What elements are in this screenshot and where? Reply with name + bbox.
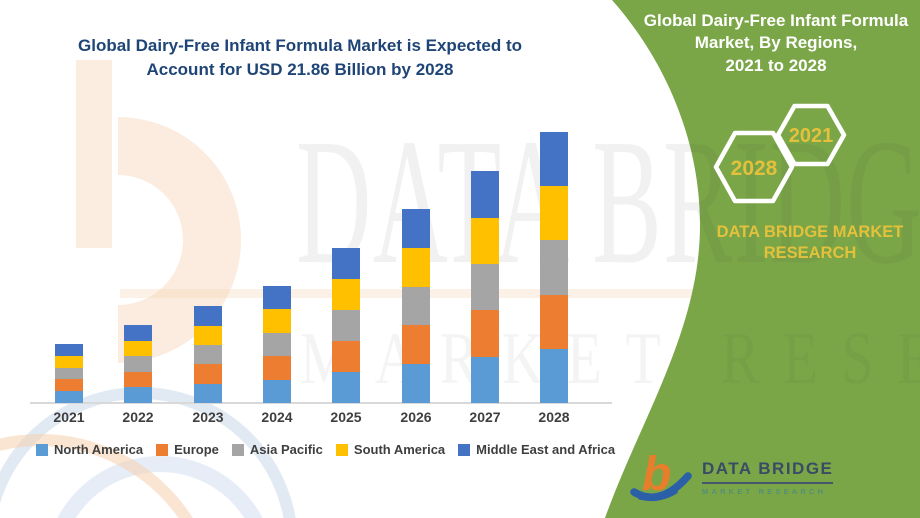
chart-title-line2: Account for USD 21.86 Billion by 2028: [146, 60, 454, 80]
bar-segment-2027-middle-east-and-africa: [471, 171, 499, 218]
chart-title: Global Dairy-Free Infant Formula Market …: [30, 34, 570, 82]
x-axis-line: [30, 402, 612, 404]
bar-segment-2021-asia-pacific: [55, 367, 83, 380]
legend-item-north-america: North America: [36, 442, 143, 457]
brand-name-text: DATA BRIDGE MARKET RESEARCH: [700, 222, 920, 265]
bar-segment-2024-south-america: [263, 309, 291, 333]
logo-swoosh: [630, 472, 692, 502]
bar-segment-2025-europe: [332, 341, 360, 372]
footer-logo-text: DATA BRIDGE MARKET RESEARCH: [702, 459, 834, 496]
bar-segment-2023-europe: [194, 364, 222, 384]
right-panel-title: Global Dairy-Free Infant Formula Market,…: [640, 10, 912, 77]
bar-segment-2022-north-america: [124, 387, 152, 403]
x-axis-label-2022: 2022: [122, 409, 154, 425]
legend-label: Europe: [174, 442, 219, 457]
bar-segment-2021-north-america: [55, 391, 83, 403]
bar-segment-2028-europe: [540, 294, 568, 349]
x-axis-label-2027: 2027: [469, 409, 501, 425]
bar-segment-2026-middle-east-and-africa: [402, 208, 430, 248]
chart-title-line1: Global Dairy-Free Infant Formula Market …: [78, 36, 522, 55]
right-panel-title-line1: Global Dairy-Free Infant Formula: [643, 11, 909, 30]
bar-segment-2026-europe: [402, 325, 430, 365]
legend-item-south-america: South America: [335, 442, 446, 457]
bar-segment-2023-middle-east-and-africa: [194, 306, 222, 326]
legend-label: Asia Pacific: [249, 442, 323, 457]
bar-segment-2025-north-america: [332, 372, 360, 403]
bar-segment-2023-south-america: [194, 325, 222, 345]
right-panel-title-line3: 2021 to 2028: [725, 55, 827, 75]
bar-segment-2021-south-america: [55, 355, 83, 368]
x-axis-label-2028: 2028: [538, 409, 570, 425]
bar-segment-2024-asia-pacific: [263, 332, 291, 357]
bar-segment-2028-north-america: [540, 348, 568, 403]
bar-segment-2024-north-america: [263, 379, 291, 403]
bar-segment-2026-south-america: [402, 247, 430, 287]
bar-segment-2026-north-america: [402, 364, 430, 403]
bar-segment-2021-middle-east-and-africa: [55, 344, 83, 356]
legend-swatch-icon: [156, 443, 169, 456]
footer-brand-subtitle: MARKET RESEARCH: [702, 487, 827, 496]
bar-segment-2026-asia-pacific: [402, 286, 430, 326]
chart-legend: North America Europe Asia Pacific South Ame…: [36, 442, 615, 457]
x-axis-label-2021: 2021: [53, 409, 85, 425]
logo-swoosh-tail: [638, 490, 678, 501]
bar-segment-2021-europe: [55, 379, 83, 392]
legend-item-middle-east-and-africa: Middle East and Africa: [458, 442, 615, 457]
x-axis-label-2023: 2023: [192, 409, 224, 425]
bar-segment-2022-asia-pacific: [124, 356, 152, 372]
bar-segment-2027-europe: [471, 310, 499, 357]
legend-swatch-icon: [231, 443, 244, 456]
brand-name-line1: DATA BRIDGE MARKET: [716, 223, 904, 241]
bar-segment-2027-asia-pacific: [471, 263, 499, 311]
bar-segment-2023-north-america: [194, 383, 222, 403]
bar-segment-2024-europe: [263, 356, 291, 380]
right-panel-title-line2: Market, By Regions,: [694, 33, 858, 53]
bar-segment-2025-south-america: [332, 279, 360, 310]
x-axis-label-2025: 2025: [330, 409, 362, 425]
bar-segment-2023-asia-pacific: [194, 344, 222, 365]
bar-segment-2022-middle-east-and-africa: [124, 324, 152, 341]
legend-label: North America: [54, 442, 144, 457]
bar-segment-2028-asia-pacific: [540, 240, 568, 295]
bar-segment-2024-middle-east-and-africa: [263, 285, 291, 310]
legend-label: South America: [353, 442, 446, 457]
bar-segment-2025-asia-pacific: [332, 310, 360, 341]
legend-swatch-icon: [36, 443, 48, 456]
x-axis-label-2024: 2024: [261, 409, 293, 425]
legend-label: Middle East and Africa: [476, 442, 616, 457]
footer-brand-name: DATA BRIDGE: [702, 459, 834, 484]
bar-segment-2027-north-america: [471, 356, 499, 403]
bar-segment-2028-middle-east-and-africa: [540, 132, 568, 187]
brand-name-line2: RESEARCH: [763, 244, 857, 263]
x-axis-label-2026: 2026: [400, 409, 432, 425]
bar-segment-2022-south-america: [124, 340, 152, 357]
legend-item-asia-pacific: Asia Pacific: [231, 442, 323, 457]
footer-logo: b DATA BRIDGE MARKET RESEARCH: [630, 446, 834, 504]
bar-segment-2025-middle-east-and-africa: [332, 248, 360, 280]
bar-segment-2022-europe: [124, 371, 152, 388]
data-bridge-logo-icon: b: [630, 448, 692, 502]
legend-item-europe: Europe: [156, 442, 219, 457]
bar-segment-2027-south-america: [471, 217, 499, 264]
legend-swatch-icon: [458, 443, 471, 456]
bar-segment-2028-south-america: [540, 186, 568, 241]
legend-swatch-icon: [335, 443, 348, 456]
